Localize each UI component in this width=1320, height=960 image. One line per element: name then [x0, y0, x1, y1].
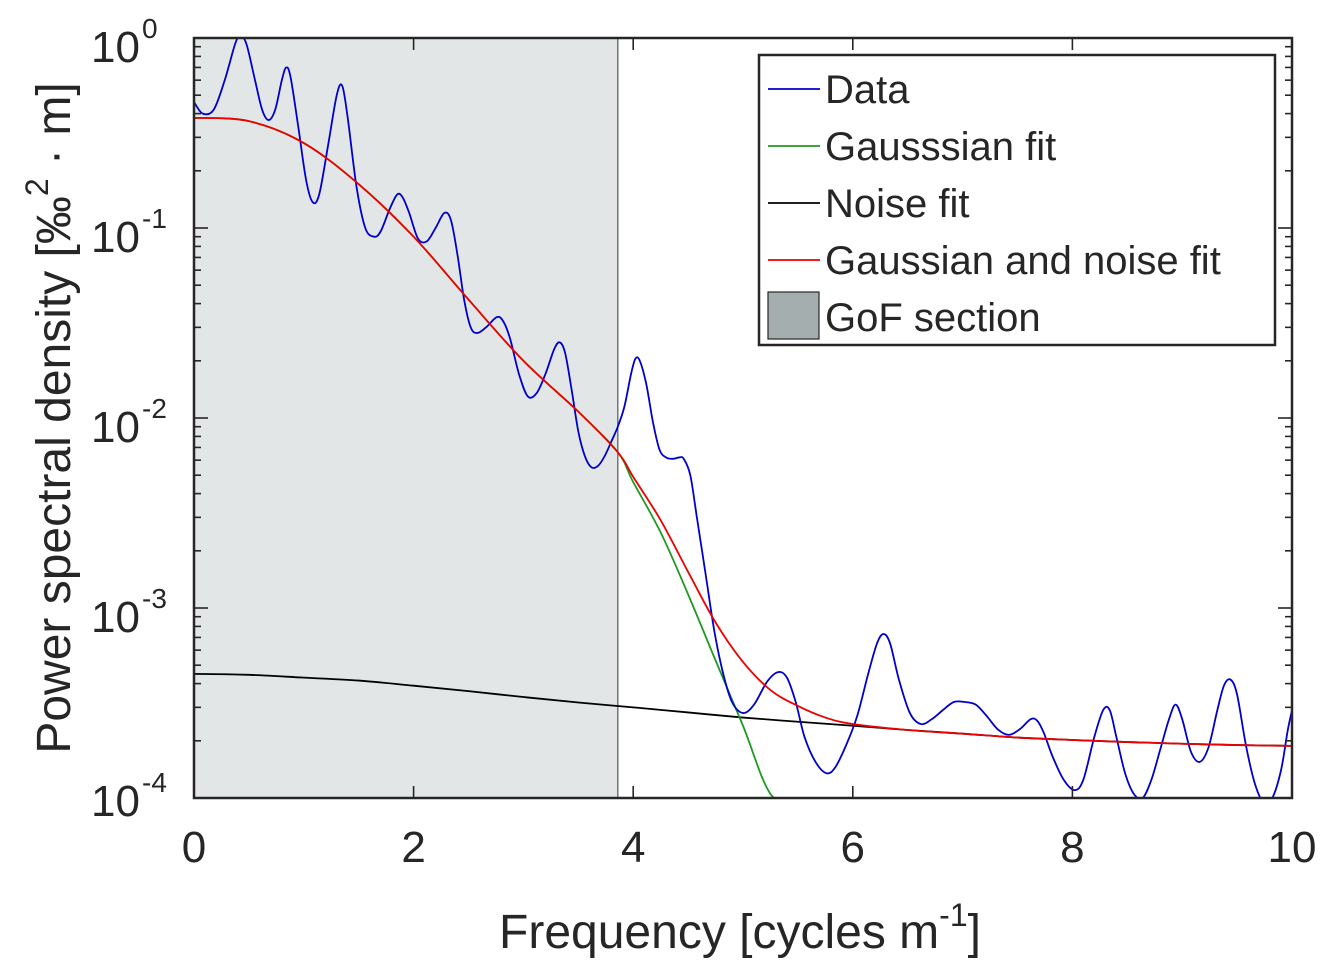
legend-label-noise-fit: Noise fit — [825, 182, 970, 226]
y-tick-label-0: 10 — [91, 23, 140, 72]
legend-label-data: Data — [825, 68, 910, 112]
legend-swatch-gof-section — [767, 291, 820, 340]
y-tick-label-2: 10 — [91, 403, 140, 452]
legend-label-gof-section: GoF section — [825, 296, 1041, 340]
y-tick-exp-4: -4 — [142, 767, 167, 798]
x-tick-label-4: 8 — [1060, 823, 1084, 872]
y-tick-exp-0: 0 — [142, 13, 158, 44]
x-tick-label-2: 4 — [621, 823, 645, 872]
legend-label-combined-fit: Gaussian and noise fit — [825, 239, 1221, 283]
series-combined-fit-line — [194, 116, 1292, 747]
series-data-line — [194, 38, 1292, 798]
x-tick-label-5: 10 — [1268, 823, 1317, 872]
y-tick-exp-2: -2 — [142, 393, 167, 424]
y-tick-exp-3: -3 — [142, 583, 167, 614]
x-tick-label-1: 2 — [401, 823, 425, 872]
legend: Data Gausssian fit Noise fit Gaussian an… — [757, 53, 1277, 347]
legend-box — [757, 53, 1277, 347]
gof-section-area — [194, 38, 618, 798]
x-axis-label: Frequency [cycles m-1] — [499, 897, 981, 959]
y-tick-exp-1: -1 — [142, 203, 167, 234]
y-tick-label-4: 10 — [91, 777, 140, 826]
x-tick-label-0: 0 — [182, 823, 206, 872]
legend-label-gaussian-fit: Gausssian fit — [825, 125, 1056, 169]
y-tick-label-3: 10 — [91, 593, 140, 642]
y-tick-label-1: 10 — [91, 213, 140, 262]
x-tick-label-3: 6 — [841, 823, 865, 872]
y-axis-label: Power spectral density [‰2 · m] — [19, 82, 81, 753]
